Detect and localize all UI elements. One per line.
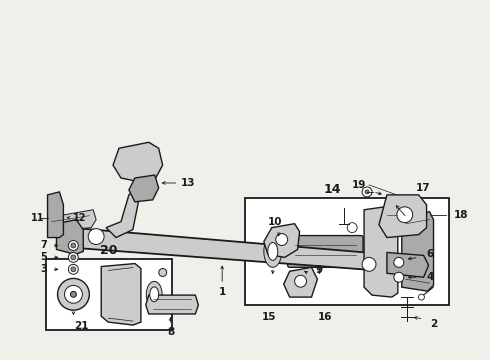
Polygon shape xyxy=(48,192,63,238)
Text: 3: 3 xyxy=(40,264,47,274)
Circle shape xyxy=(69,252,78,262)
Circle shape xyxy=(65,285,82,303)
Text: 9: 9 xyxy=(316,265,322,275)
Circle shape xyxy=(394,257,404,267)
Text: 4: 4 xyxy=(427,272,434,282)
Circle shape xyxy=(88,229,104,244)
Polygon shape xyxy=(379,195,427,238)
Polygon shape xyxy=(264,224,299,257)
Polygon shape xyxy=(364,206,398,297)
Polygon shape xyxy=(70,228,389,271)
Circle shape xyxy=(57,278,89,310)
Text: 1: 1 xyxy=(219,287,226,297)
Circle shape xyxy=(69,264,78,274)
Text: 14: 14 xyxy=(323,184,341,197)
Circle shape xyxy=(362,257,376,271)
Text: 21: 21 xyxy=(74,321,89,331)
Bar xyxy=(245,198,449,305)
Text: 16: 16 xyxy=(318,312,333,322)
Polygon shape xyxy=(284,267,318,297)
Text: 5: 5 xyxy=(40,252,47,262)
Polygon shape xyxy=(146,295,198,314)
Ellipse shape xyxy=(147,282,162,307)
Circle shape xyxy=(347,223,357,233)
Text: 20: 20 xyxy=(100,244,118,257)
FancyBboxPatch shape xyxy=(288,235,363,267)
Circle shape xyxy=(418,294,424,300)
Circle shape xyxy=(71,243,76,248)
Bar xyxy=(46,258,172,330)
Circle shape xyxy=(159,269,167,276)
Text: 8: 8 xyxy=(167,327,174,337)
Text: 15: 15 xyxy=(262,312,276,322)
Polygon shape xyxy=(101,264,141,325)
Circle shape xyxy=(71,267,76,272)
Ellipse shape xyxy=(264,235,282,267)
Text: 18: 18 xyxy=(453,210,468,220)
Circle shape xyxy=(276,234,288,246)
Ellipse shape xyxy=(150,287,159,302)
Text: 17: 17 xyxy=(416,183,431,193)
Polygon shape xyxy=(402,212,434,291)
Text: 2: 2 xyxy=(431,319,438,329)
Ellipse shape xyxy=(268,243,278,260)
Circle shape xyxy=(294,275,307,287)
Circle shape xyxy=(71,255,76,260)
Circle shape xyxy=(71,291,76,297)
Polygon shape xyxy=(113,142,163,182)
Circle shape xyxy=(365,190,369,194)
Text: 12: 12 xyxy=(73,213,86,223)
Text: 19: 19 xyxy=(352,180,367,190)
Polygon shape xyxy=(129,175,159,202)
Text: 7: 7 xyxy=(40,240,47,251)
Text: 11: 11 xyxy=(31,213,45,223)
Polygon shape xyxy=(387,252,429,277)
Circle shape xyxy=(362,187,372,197)
Polygon shape xyxy=(48,210,96,231)
Polygon shape xyxy=(106,185,149,238)
Text: 6: 6 xyxy=(427,249,434,260)
Text: 10: 10 xyxy=(268,217,282,227)
Circle shape xyxy=(397,207,413,223)
Polygon shape xyxy=(56,220,83,255)
Text: 13: 13 xyxy=(181,178,196,188)
Circle shape xyxy=(69,240,78,251)
Circle shape xyxy=(394,272,404,282)
